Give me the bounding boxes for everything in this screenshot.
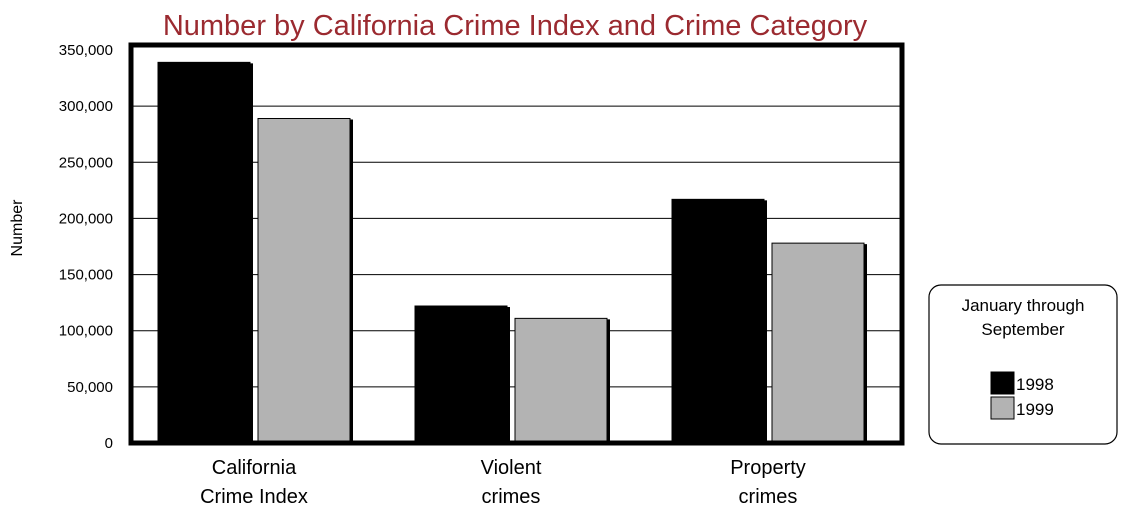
legend-swatch-1999: [990, 396, 1015, 420]
y-axis-ticks: 0 50,000 100,000 150,000 200,000 250,000 300,0…: [59, 42, 113, 452]
bar-1998-1: [414, 305, 508, 444]
bars: [157, 61, 867, 444]
category-label: Property: [730, 457, 806, 479]
category-labels: California Crime Index Violent crimes Proper…: [200, 457, 806, 508]
legend-box: [928, 284, 1118, 445]
y-tick-label: 300,000: [59, 98, 113, 115]
category-label: California: [212, 457, 297, 479]
legend-label-1998: 1998: [1016, 375, 1054, 394]
legend: January through September 1998 1999: [928, 284, 1118, 445]
category-label: crimes: [739, 486, 798, 508]
legend-title: September: [981, 320, 1064, 339]
y-axis-label: Number: [9, 199, 26, 257]
category-label: Crime Index: [200, 486, 308, 508]
bar-1999-1: [514, 317, 608, 444]
bar-1999-0: [257, 117, 351, 444]
y-tick-label: 250,000: [59, 154, 113, 171]
y-tick-label: 50,000: [67, 379, 113, 396]
y-tick-label: 200,000: [59, 210, 113, 227]
legend-title: January through: [962, 296, 1085, 315]
bar-1998-2: [671, 198, 765, 444]
legend-label-1999: 1999: [1016, 400, 1054, 419]
bar-1998-0: [157, 61, 251, 444]
category-label: crimes: [482, 486, 541, 508]
y-tick-label: 150,000: [59, 267, 113, 284]
chart-title: Number by California Crime Index and Cri…: [163, 10, 868, 42]
plot-frame: [128, 42, 905, 446]
legend-swatch-1998: [990, 371, 1015, 395]
y-tick-label: 100,000: [59, 323, 113, 340]
bar-1999-2: [771, 242, 865, 444]
y-tick-label: 350,000: [59, 42, 113, 59]
y-tick-label: 0: [105, 435, 113, 452]
category-label: Violent: [481, 457, 542, 479]
